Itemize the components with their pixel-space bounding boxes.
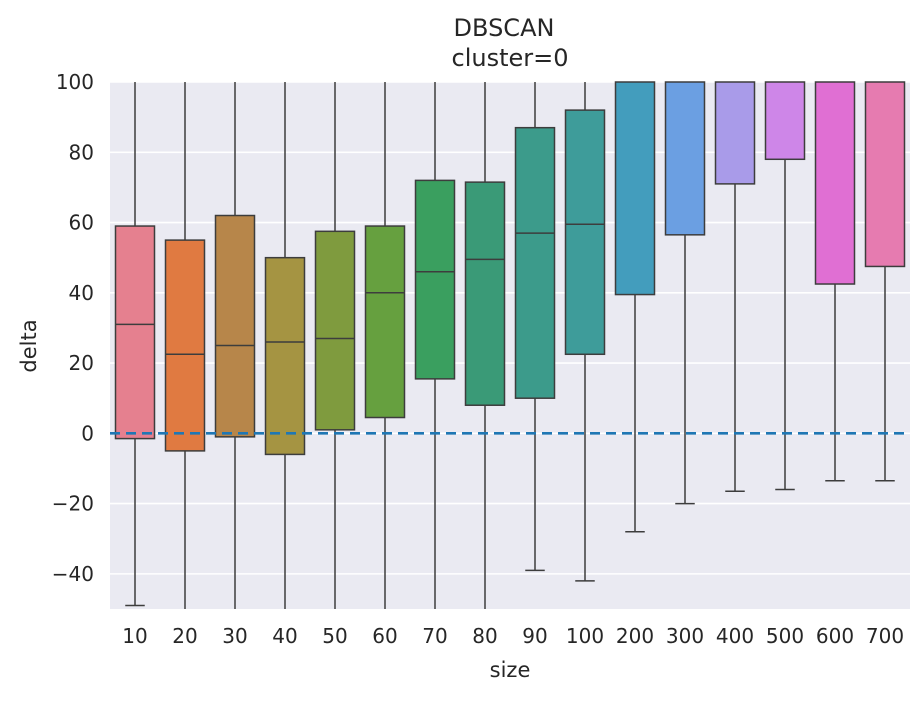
y-tick-label-20: 20 [69, 351, 94, 375]
box-body-600 [814, 81, 856, 285]
x-tick-label-30: 30 [222, 624, 247, 648]
x-tick-label-60: 60 [372, 624, 397, 648]
box-body-80 [464, 181, 506, 406]
box-body-40 [264, 256, 306, 456]
y-tick-label-60: 60 [69, 211, 94, 235]
x-tick-label-90: 90 [522, 624, 547, 648]
box-60 [364, 82, 406, 609]
box-400 [714, 81, 756, 493]
x-tick-label-500: 500 [766, 624, 804, 648]
box-10 [114, 82, 156, 607]
box-body-90 [514, 126, 556, 399]
x-tick-label-700: 700 [866, 624, 904, 648]
box-500 [764, 81, 806, 491]
x-tick-label-100: 100 [566, 624, 604, 648]
box-body-500 [764, 81, 806, 161]
box-body-100 [564, 109, 606, 356]
y-tick-label-40: 40 [69, 281, 94, 305]
x-tick-labels: 10 20 30 40 50 60 70 80 90 100 200 300 400 500 600 700 [122, 624, 904, 648]
x-tick-label-10: 10 [122, 624, 147, 648]
box-90 [514, 82, 556, 572]
box-body-70 [414, 179, 456, 380]
box-body-200 [614, 81, 656, 296]
x-tick-label-40: 40 [272, 624, 297, 648]
box-body-300 [664, 81, 706, 236]
box-200 [614, 81, 656, 533]
y-tick-label-0: 0 [81, 421, 94, 445]
boxes-layer [114, 81, 906, 609]
y-tick-label--20: −20 [52, 492, 94, 516]
x-tick-label-50: 50 [322, 624, 347, 648]
chart-title: DBSCAN [454, 14, 555, 42]
chart-subtitle: cluster=0 [452, 44, 569, 72]
box-body-700 [864, 81, 906, 268]
box-100 [564, 82, 606, 582]
box-80 [464, 82, 506, 609]
box-50 [314, 82, 356, 609]
x-tick-label-200: 200 [616, 624, 654, 648]
box-600 [814, 81, 856, 482]
y-tick-label-80: 80 [69, 140, 94, 164]
box-20 [164, 82, 206, 609]
box-body-30 [214, 214, 256, 438]
box-300 [664, 81, 706, 505]
x-tick-label-400: 400 [716, 624, 754, 648]
box-body-400 [714, 81, 756, 185]
y-tick-label--40: −40 [52, 562, 94, 586]
y-tick-labels: −40 −20 0 20 40 60 80 100 [52, 70, 94, 586]
x-tick-label-70: 70 [422, 624, 447, 648]
box-body-60 [364, 225, 406, 419]
x-tick-label-300: 300 [666, 624, 704, 648]
y-tick-label-100: 100 [56, 70, 94, 94]
box-body-20 [164, 239, 206, 452]
x-tick-label-20: 20 [172, 624, 197, 648]
box-30 [214, 82, 256, 609]
box-40 [264, 82, 306, 609]
x-axis-label: size [490, 658, 531, 682]
box-700 [864, 81, 906, 482]
y-axis-label: delta [17, 319, 41, 372]
x-tick-label-80: 80 [472, 624, 497, 648]
box-body-10 [114, 225, 156, 440]
box-70 [414, 82, 456, 609]
x-tick-label-600: 600 [816, 624, 854, 648]
box-body-50 [314, 230, 356, 431]
